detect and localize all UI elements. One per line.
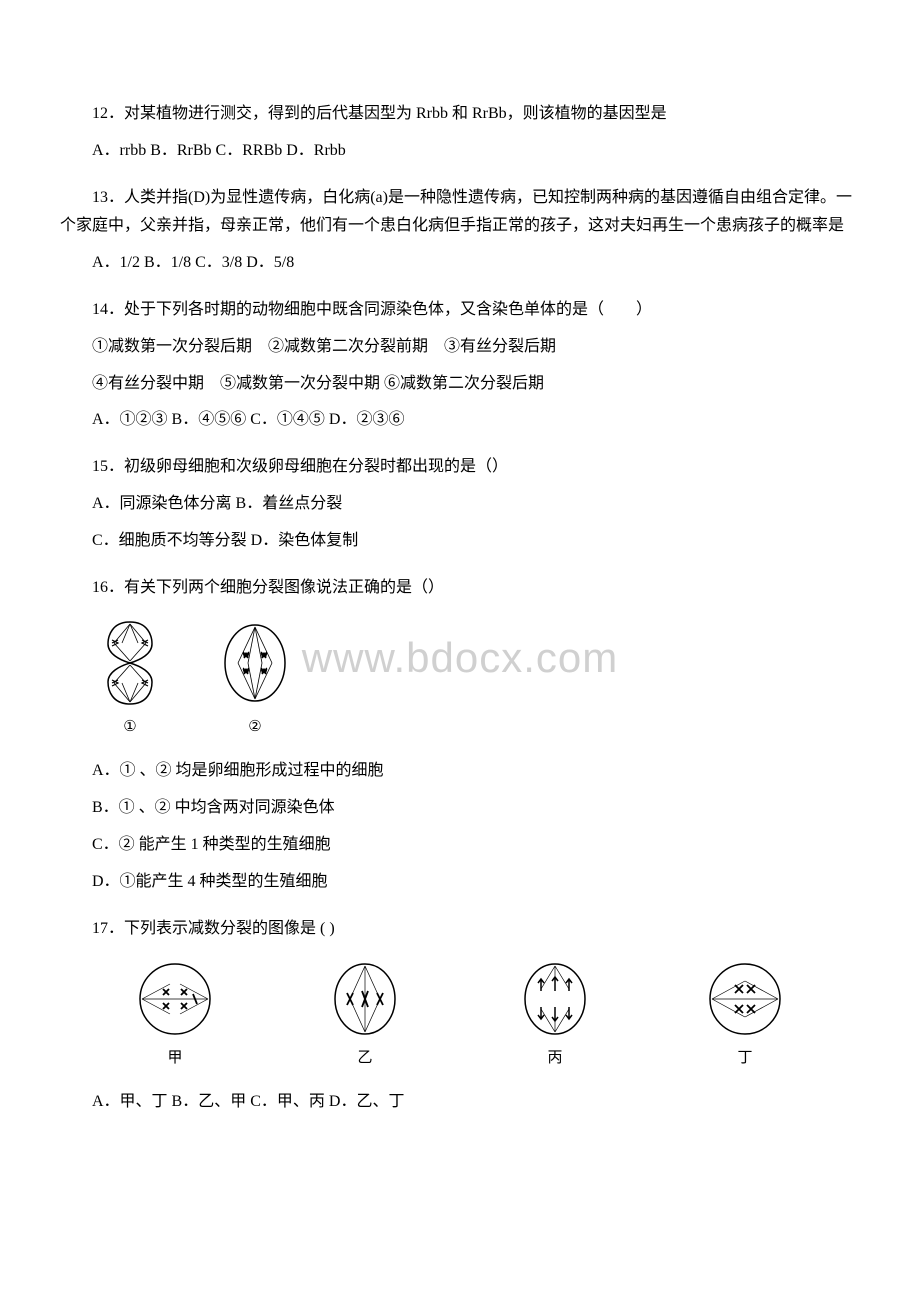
q17-cell-bing: 丙: [515, 959, 595, 1072]
q16-cell-1: ①: [100, 618, 160, 741]
question-15: 15．初级卵母细胞和次级卵母细胞在分裂时都出现的是（） A．同源染色体分离 B．…: [60, 453, 860, 555]
cell-bing-icon: [515, 959, 595, 1039]
q12-text: 12．对某植物进行测交，得到的后代基因型为 Rrbb 和 RrBb，则该植物的基…: [60, 100, 860, 129]
q14-text: 14．处于下列各时期的动物细胞中既含同源染色体，又含染色单体的是（ ）: [60, 296, 860, 325]
question-16: 16．有关下列两个细胞分裂图像说法正确的是（）: [60, 574, 860, 897]
cell-ding-icon: [705, 959, 785, 1039]
page-content: 12．对某植物进行测交，得到的后代基因型为 Rrbb 和 RrBb，则该植物的基…: [60, 100, 860, 1117]
cell-diagram-1-icon: [100, 618, 160, 708]
q14-sub1: ①减数第一次分裂后期 ②减数第二次分裂前期 ③有丝分裂后期: [60, 333, 860, 362]
q17-cell-ding: 丁: [705, 959, 785, 1072]
q17-options: A．甲、丁 B．乙、甲 C．甲、丙 D．乙、丁: [60, 1088, 860, 1117]
q17-cell-jia: 甲: [135, 959, 215, 1072]
question-13: 13．人类并指(D)为显性遗传病，白化病(a)是一种隐性遗传病，已知控制两种病的…: [60, 184, 860, 278]
q13-text: 13．人类并指(D)为显性遗传病，白化病(a)是一种隐性遗传病，已知控制两种病的…: [60, 184, 860, 242]
q17-label-yi: 乙: [357, 1045, 372, 1072]
q16-optA: A．① 、② 均是卵细胞形成过程中的细胞: [60, 757, 860, 786]
q15-optCD: C．细胞质不均等分裂 D．染色体复制: [60, 527, 860, 556]
q16-diagrams: ①: [100, 618, 860, 741]
q14-options: A．①②③ B．④⑤⑥ C．①④⑤ D．②③⑥: [60, 406, 860, 435]
q17-label-ding: 丁: [737, 1045, 752, 1072]
q16-cell-2: ②: [220, 618, 290, 741]
q17-cell-yi: 乙: [325, 959, 405, 1072]
q16-optC: C．② 能产生 1 种类型的生殖细胞: [60, 831, 860, 860]
q12-options: A．rrbb B．RrBb C．RRBb D．Rrbb: [60, 137, 860, 166]
cell-jia-icon: [135, 959, 215, 1039]
q16-optD: D．①能产生 4 种类型的生殖细胞: [60, 868, 860, 897]
q16-label-1: ①: [123, 714, 136, 741]
cell-diagram-2-icon: [220, 618, 290, 708]
q17-label-bing: 丙: [547, 1045, 562, 1072]
q13-options: A．1/2 B．1/8 C．3/8 D．5/8: [60, 249, 860, 278]
q14-sub2: ④有丝分裂中期 ⑤减数第一次分裂中期 ⑥减数第二次分裂后期: [60, 370, 860, 399]
q16-text: 16．有关下列两个细胞分裂图像说法正确的是（）: [60, 574, 860, 603]
question-12: 12．对某植物进行测交，得到的后代基因型为 Rrbb 和 RrBb，则该植物的基…: [60, 100, 860, 166]
question-17: 17．下列表示减数分裂的图像是 ( ): [60, 915, 860, 1118]
q17-text: 17．下列表示减数分裂的图像是 ( ): [60, 915, 860, 944]
q17-diagrams: 甲 乙: [90, 959, 830, 1072]
q16-optB: B．① 、② 中均含两对同源染色体: [60, 794, 860, 823]
question-14: 14．处于下列各时期的动物细胞中既含同源染色体，又含染色单体的是（ ） ①减数第…: [60, 296, 860, 435]
q17-label-jia: 甲: [167, 1045, 182, 1072]
q16-label-2: ②: [248, 714, 261, 741]
q15-optAB: A．同源染色体分离 B．着丝点分裂: [60, 490, 860, 519]
q15-text: 15．初级卵母细胞和次级卵母细胞在分裂时都出现的是（）: [60, 453, 860, 482]
cell-yi-icon: [325, 959, 405, 1039]
